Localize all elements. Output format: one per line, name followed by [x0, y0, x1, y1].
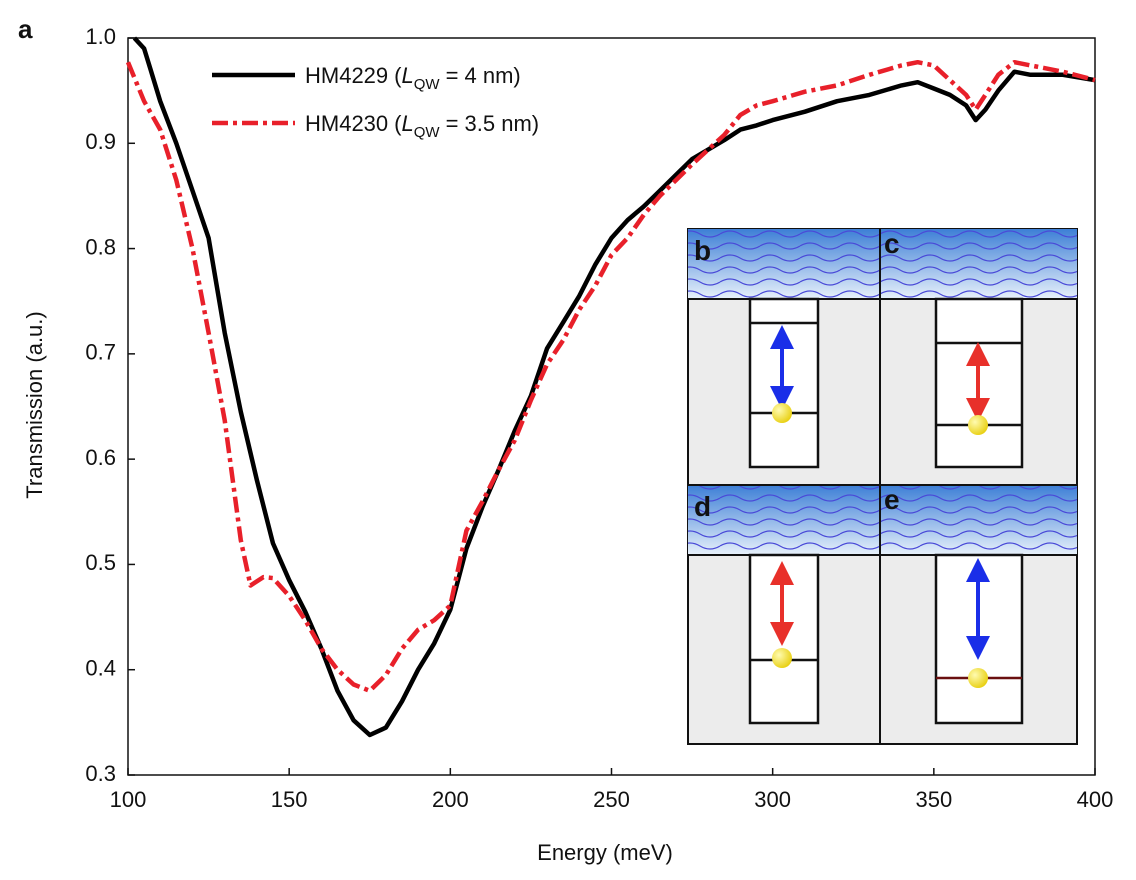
x-tick-label: 250	[593, 787, 630, 812]
x-tick-label: 100	[110, 787, 147, 812]
x-tick-label: 350	[915, 787, 952, 812]
x-tick-label: 150	[271, 787, 308, 812]
inset: b c d e	[687, 228, 1078, 745]
legend-value: = 4 nm)	[446, 63, 521, 88]
inset-label: b	[694, 235, 711, 266]
y-tick-label: 0.3	[85, 761, 116, 786]
legend-name: HM4229	[305, 63, 388, 88]
y-tick-label: 0.9	[85, 129, 116, 154]
legend-label: HM4230 (LQW = 3.5 nm)	[305, 111, 539, 141]
data-line	[132, 36, 1096, 738]
inset-label: d	[694, 491, 711, 522]
y-tick-label: 0.4	[85, 656, 116, 681]
legend-paren: (	[394, 111, 402, 136]
y-tick-label: 0.7	[85, 340, 116, 365]
y-tick-label: 0.5	[85, 550, 116, 575]
legend-value: = 3.5 nm)	[446, 111, 540, 136]
y-tick-label: 1.0	[85, 24, 116, 49]
legend-subscript: QW	[414, 76, 441, 93]
legend-label: HM4229 (LQW = 4 nm)	[305, 63, 521, 93]
panel-label: a	[18, 14, 33, 44]
y-axis-title: Transmission (a.u.)	[22, 311, 47, 498]
x-tick-label: 300	[754, 787, 791, 812]
data-line	[125, 59, 1096, 694]
legend-symbol: L	[401, 63, 413, 88]
x-tick-label: 200	[432, 787, 469, 812]
inset-label: e	[884, 484, 900, 515]
legend-paren: (	[394, 63, 402, 88]
x-tick-label: 400	[1077, 787, 1114, 812]
inset-label: c	[884, 228, 900, 259]
legend-subscript: QW	[414, 124, 441, 141]
y-tick-label: 0.6	[85, 445, 116, 470]
legend-name: HM4230	[305, 111, 388, 136]
legend-symbol: L	[401, 111, 413, 136]
x-axis-title: Energy (meV)	[537, 840, 673, 865]
y-tick-label: 0.8	[85, 234, 116, 259]
